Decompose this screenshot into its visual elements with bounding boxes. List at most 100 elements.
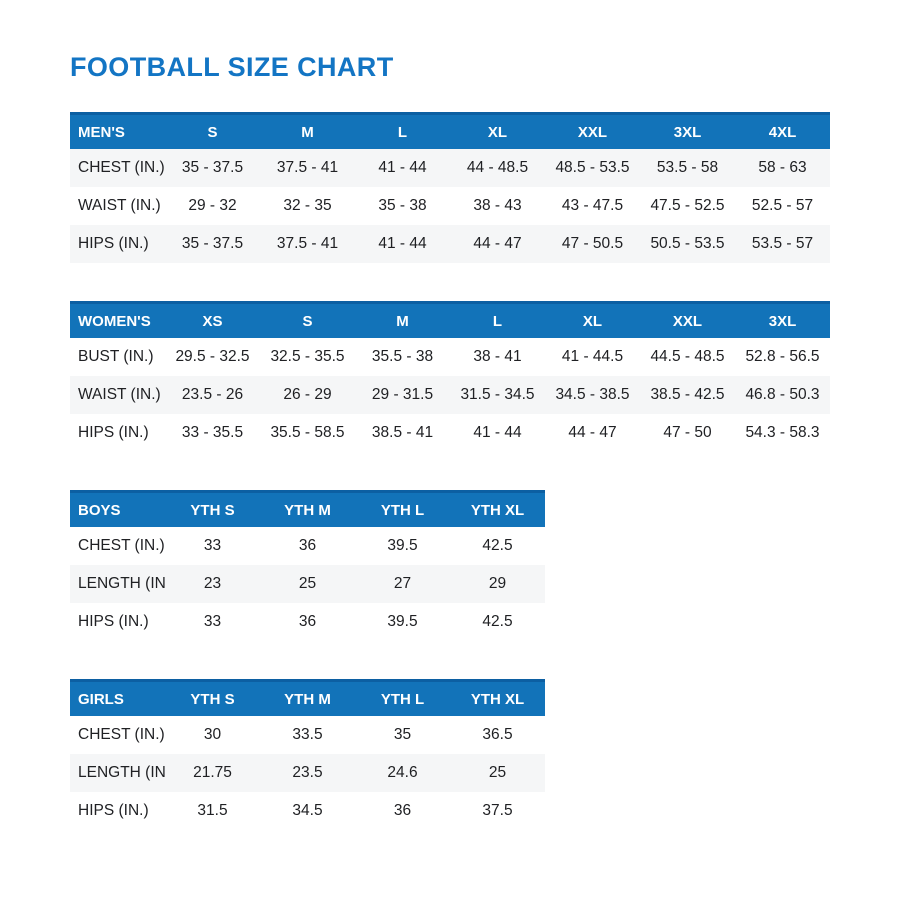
- table-row: CHEST (IN.) 35 - 37.5 37.5 - 41 41 - 44 44 -…: [70, 149, 830, 187]
- row-label: HIPS (IN.): [78, 613, 149, 630]
- row-label: HIPS (IN.): [78, 802, 149, 819]
- size-value: 43 - 47.5: [561, 197, 624, 214]
- row-label: HIPS (IN.): [78, 424, 149, 441]
- size-value: 47 - 50.5: [561, 235, 624, 252]
- size-value: 29: [488, 575, 507, 592]
- column-header: S: [165, 112, 260, 149]
- table-group-label: GIRLS: [70, 679, 165, 716]
- size-value: 34.5 - 38.5: [555, 386, 630, 403]
- size-value: 47 - 50: [663, 424, 712, 441]
- size-value: 42.5: [482, 537, 513, 554]
- size-value: 31.5: [197, 802, 228, 819]
- size-value: 37.5: [482, 802, 513, 819]
- column-header: M: [260, 112, 355, 149]
- size-value: 29 - 32: [188, 197, 237, 214]
- size-value: 37.5 - 41: [276, 159, 339, 176]
- size-value: 53.5 - 58: [656, 159, 719, 176]
- size-value: 53.5 - 57: [751, 235, 814, 252]
- size-value: 39.5: [387, 613, 418, 630]
- size-value: 37.5 - 41: [276, 235, 339, 252]
- column-header: 3XL: [735, 301, 830, 338]
- size-value: 44 - 47: [568, 424, 617, 441]
- table-row: LENGTH (IN.) 23 25 27 29: [70, 565, 545, 603]
- column-header: YTH L: [355, 679, 450, 716]
- table-row: LENGTH (IN.) 21.75 23.5 24.6 25: [70, 754, 545, 792]
- size-value: 50.5 - 53.5: [650, 235, 725, 252]
- row-label: WAIST (IN.): [78, 197, 161, 214]
- column-header: YTH S: [165, 679, 260, 716]
- table-row: HIPS (IN.) 35 - 37.5 37.5 - 41 41 - 44 44 - …: [70, 225, 830, 263]
- row-label: LENGTH (IN.): [78, 575, 165, 592]
- size-value: 33 - 35.5: [181, 424, 244, 441]
- size-value: 39.5: [387, 537, 418, 554]
- size-value: 38.5 - 41: [371, 424, 434, 441]
- column-header: YTH XL: [450, 679, 545, 716]
- size-value: 58 - 63: [758, 159, 807, 176]
- size-value: 24.6: [387, 764, 418, 781]
- size-value: 38.5 - 42.5: [650, 386, 725, 403]
- table-row: BUST (IN.) 29.5 - 32.5 32.5 - 35.5 35.5 - 3…: [70, 338, 830, 376]
- size-value: 35 - 37.5: [181, 159, 244, 176]
- size-value: 42.5: [482, 613, 513, 630]
- column-header: YTH S: [165, 490, 260, 527]
- size-table-girls: GIRLS YTH S YTH M YTH L YTH XL CHEST (IN.) 30 3…: [70, 679, 545, 830]
- size-value: 29 - 31.5: [371, 386, 434, 403]
- column-header: YTH M: [260, 490, 355, 527]
- row-label: CHEST (IN.): [78, 159, 165, 176]
- column-header: XXL: [545, 112, 640, 149]
- column-header: 4XL: [735, 112, 830, 149]
- size-table-womens: WOMEN'S XS S M L XL XXL 3XL BUST (IN.) 29.5 - 32.…: [70, 301, 830, 452]
- size-value: 32.5 - 35.5: [270, 348, 345, 365]
- size-table-mens: MEN'S S M L XL XXL 3XL 4XL CHEST (IN.) 35 - 37.5 3…: [70, 112, 830, 263]
- size-value: 41 - 44: [378, 235, 427, 252]
- column-header: L: [450, 301, 545, 338]
- size-value: 36.5: [482, 726, 513, 743]
- size-value: 33: [203, 613, 222, 630]
- size-value: 47.5 - 52.5: [650, 197, 725, 214]
- column-header: XL: [450, 112, 545, 149]
- table-group-label: WOMEN'S: [70, 301, 165, 338]
- size-value: 23.5: [292, 764, 323, 781]
- size-value: 29.5 - 32.5: [175, 348, 250, 365]
- header-row: GIRLS YTH S YTH M YTH L YTH XL: [70, 679, 545, 716]
- column-header: XS: [165, 301, 260, 338]
- size-value: 30: [203, 726, 222, 743]
- table-row: HIPS (IN.) 33 - 35.5 35.5 - 58.5 38.5 - 41 4…: [70, 414, 830, 452]
- column-header: YTH M: [260, 679, 355, 716]
- size-value: 36: [298, 537, 317, 554]
- size-value: 25: [488, 764, 507, 781]
- size-value: 44.5 - 48.5: [650, 348, 725, 365]
- table-row: WAIST (IN.) 23.5 - 26 26 - 29 29 - 31.5 31.5…: [70, 376, 830, 414]
- row-label: CHEST (IN.): [78, 537, 165, 554]
- size-value: 33: [203, 537, 222, 554]
- row-label: WAIST (IN.): [78, 386, 161, 403]
- column-header: YTH L: [355, 490, 450, 527]
- size-value: 35: [393, 726, 412, 743]
- size-value: 52.8 - 56.5: [745, 348, 820, 365]
- size-value: 35.5 - 38: [371, 348, 434, 365]
- table-row: HIPS (IN.) 33 36 39.5 42.5: [70, 603, 545, 641]
- table-row: HIPS (IN.) 31.5 34.5 36 37.5: [70, 792, 545, 830]
- size-value: 46.8 - 50.3: [745, 386, 820, 403]
- column-header: 3XL: [640, 112, 735, 149]
- size-value: 33.5: [292, 726, 323, 743]
- table-group-label: BOYS: [70, 490, 165, 527]
- header-row: WOMEN'S XS S M L XL XXL 3XL: [70, 301, 830, 338]
- size-value: 54.3 - 58.3: [745, 424, 820, 441]
- column-header: XL: [545, 301, 640, 338]
- row-label: CHEST (IN.): [78, 726, 165, 743]
- size-value: 44 - 48.5: [466, 159, 529, 176]
- size-value: 35 - 38: [378, 197, 427, 214]
- header-row: BOYS YTH S YTH M YTH L YTH XL: [70, 490, 545, 527]
- size-value: 32 - 35: [283, 197, 332, 214]
- row-label: LENGTH (IN.): [78, 764, 165, 781]
- column-header: XXL: [640, 301, 735, 338]
- size-value: 52.5 - 57: [751, 197, 814, 214]
- size-value: 36: [393, 802, 412, 819]
- size-value: 23: [203, 575, 222, 592]
- size-value: 34.5: [292, 802, 323, 819]
- column-header: L: [355, 112, 450, 149]
- size-tables-container: MEN'S S M L XL XXL 3XL 4XL CHEST (IN.) 35 - 37.5 3…: [0, 112, 900, 830]
- row-label: HIPS (IN.): [78, 235, 149, 252]
